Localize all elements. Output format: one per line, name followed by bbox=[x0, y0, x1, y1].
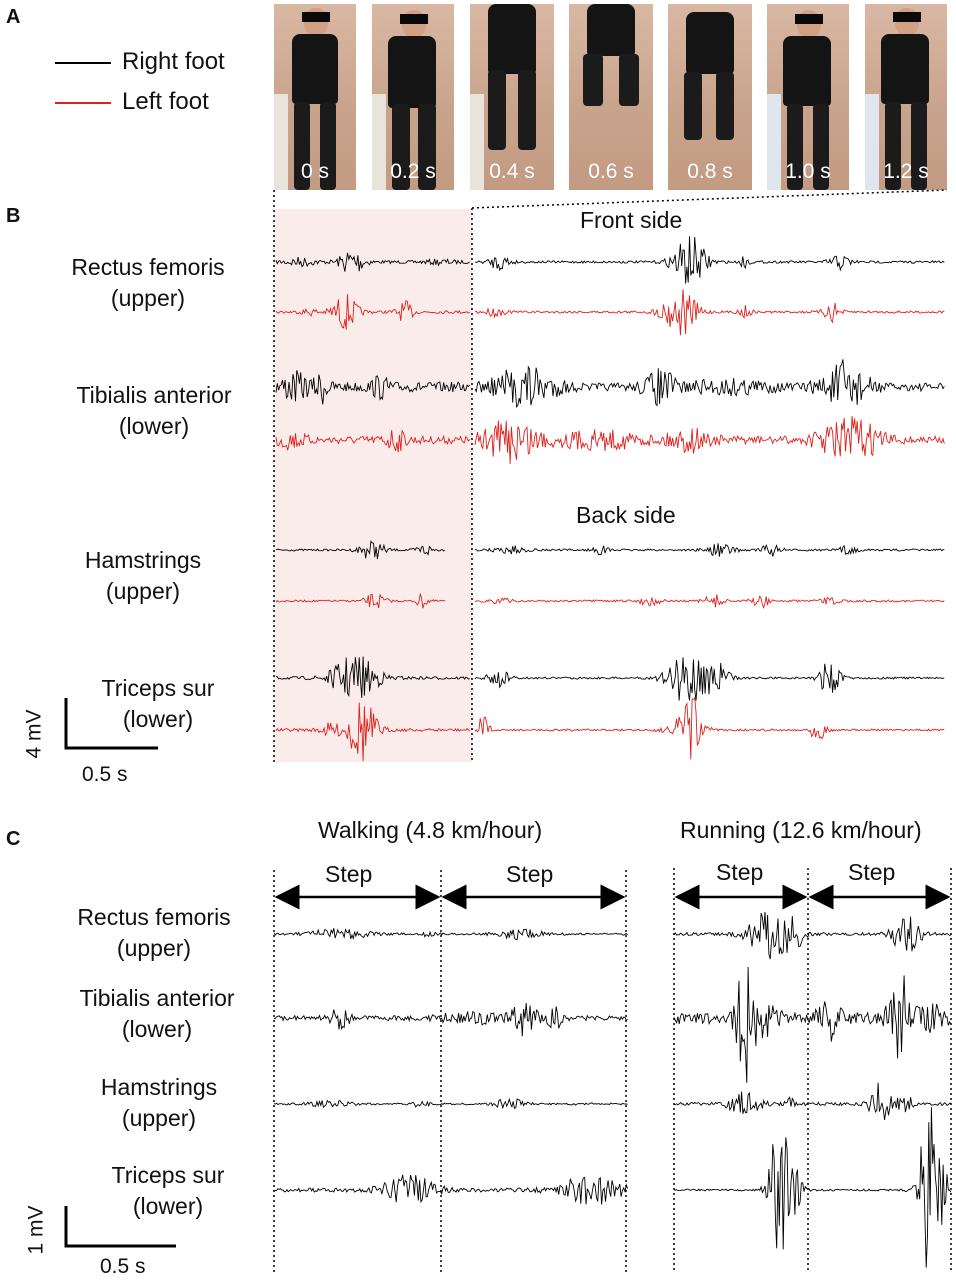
scale-bar-b-lines bbox=[64, 698, 158, 750]
jump-frame-photo-4: 0.8 s bbox=[668, 4, 752, 190]
front-side-label: Front side bbox=[580, 207, 683, 233]
step-label-walk-1: Step bbox=[325, 861, 373, 887]
walking-title: Walking (4.8 km/hour) bbox=[318, 817, 543, 843]
scale-bar-c-time: 0.5 s bbox=[100, 1255, 146, 1278]
frame-time-label: 0.4 s bbox=[489, 160, 535, 183]
muscle-name: Triceps sur bbox=[101, 675, 215, 701]
legend-swatch-left-foot bbox=[55, 102, 111, 104]
legend-label-right-foot: Right foot bbox=[122, 48, 225, 75]
emg-trace-tibialis-anterior-left bbox=[275, 429, 471, 453]
step-label-run-1: Step bbox=[716, 859, 764, 885]
muscle-name: Hamstrings bbox=[84, 547, 202, 573]
frame-time-label: 1.0 s bbox=[785, 160, 831, 183]
run-trace-triceps-sur bbox=[673, 1107, 952, 1268]
frame-time-label: 0.2 s bbox=[390, 160, 436, 183]
jump-frame-photo-0: 0 s bbox=[274, 4, 356, 190]
emg-trace-hamstrings-left-zoom bbox=[474, 594, 945, 609]
emg-trace-triceps-sur-left-zoom bbox=[474, 696, 945, 760]
running-title: Running (12.6 km/hour) bbox=[680, 817, 922, 843]
muscle-position: (upper) bbox=[110, 285, 186, 311]
muscle-name: Rectus femoris bbox=[77, 904, 231, 930]
legend-label-left-foot: Left foot bbox=[122, 88, 209, 115]
muscle-position: (upper) bbox=[105, 578, 181, 604]
muscle-name: Tibialis anterior bbox=[76, 382, 232, 408]
emg-trace-rectus-femoris-right bbox=[275, 252, 470, 272]
run-trace-tibialis-anterior bbox=[673, 966, 952, 1083]
walk-trace-hamstrings bbox=[273, 1097, 628, 1110]
scale-bar-c-lines bbox=[64, 1206, 176, 1248]
emg-trace-tibialis-anterior-left-zoom bbox=[474, 416, 945, 464]
muscle-position: (lower) bbox=[121, 1016, 193, 1042]
emg-trace-rectus-femoris-right-zoom bbox=[474, 236, 945, 284]
emg-trace-hamstrings-right-zoom bbox=[475, 543, 945, 557]
jump-frame-photo-6: 1.2 s bbox=[865, 4, 947, 190]
c-muscle-label-rectus-femoris: Rectus femoris (upper) bbox=[46, 902, 262, 964]
panel-letter-b: B bbox=[6, 205, 21, 227]
walk-trace-triceps-sur bbox=[273, 1174, 629, 1205]
walk-trace-tibialis-anterior bbox=[274, 1003, 628, 1037]
c-muscle-label-tibialis-anterior: Tibialis anterior (lower) bbox=[46, 983, 268, 1045]
emg-trace-triceps-sur-right-zoom bbox=[474, 657, 945, 701]
scale-bar-b-time: 0.5 s bbox=[82, 763, 128, 786]
frame-time-label: 0.8 s bbox=[687, 160, 733, 183]
frame-time-label: 1.2 s bbox=[883, 160, 929, 183]
muscle-label-rectus-femoris: Rectus femoris (upper) bbox=[40, 252, 256, 314]
jump-frame-photo-1: 0.2 s bbox=[372, 4, 454, 190]
panel-letter-a: A bbox=[6, 6, 21, 28]
run-trace-rectus-femoris bbox=[673, 911, 952, 960]
c-muscle-label-triceps-sur: Triceps sur (lower) bbox=[70, 1160, 266, 1222]
emg-trace-triceps-sur-right bbox=[275, 656, 470, 698]
frame-time-label: 0 s bbox=[300, 160, 329, 183]
muscle-label-hamstrings: Hamstrings (upper) bbox=[40, 545, 246, 607]
jump-frame-photo-3: 0.6 s bbox=[569, 4, 653, 190]
emg-trace-hamstrings-right bbox=[276, 540, 446, 560]
emg-trace-rectus-femoris-left bbox=[275, 294, 470, 330]
panel-letter-c: C bbox=[6, 828, 21, 850]
emg-trace-tibialis-anterior-right-zoom bbox=[474, 359, 945, 409]
step-label-run-2: Step bbox=[848, 859, 896, 885]
step-label-walk-2: Step bbox=[506, 861, 554, 887]
muscle-label-triceps-sur: Triceps sur (lower) bbox=[60, 673, 256, 735]
muscle-position: (lower) bbox=[122, 706, 194, 732]
muscle-position: (lower) bbox=[132, 1193, 204, 1219]
walk-trace-rectus-femoris bbox=[273, 928, 628, 941]
muscle-name: Triceps sur bbox=[111, 1162, 225, 1188]
c-muscle-label-hamstrings: Hamstrings (upper) bbox=[56, 1072, 262, 1134]
back-side-label: Back side bbox=[576, 502, 676, 528]
emg-trace-triceps-sur-left bbox=[275, 702, 471, 762]
muscle-label-tibialis-anterior: Tibialis anterior (lower) bbox=[44, 380, 264, 442]
run-trace-hamstrings bbox=[673, 1082, 951, 1120]
jump-frame-photo-2: 0.4 s bbox=[470, 4, 554, 190]
landing-phase-shade bbox=[274, 209, 472, 762]
emg-trace-tibialis-anterior-right bbox=[275, 370, 471, 405]
muscle-position: (upper) bbox=[116, 935, 192, 961]
emg-trace-rectus-femoris-left-zoom bbox=[474, 289, 945, 336]
jump-frame-photo-5: 1.0 s bbox=[767, 4, 849, 190]
muscle-position: (upper) bbox=[121, 1105, 197, 1131]
muscle-name: Hamstrings bbox=[100, 1074, 218, 1100]
legend-swatch-right-foot bbox=[55, 62, 111, 64]
emg-trace-hamstrings-left bbox=[275, 593, 446, 609]
emg-traces bbox=[273, 236, 952, 1268]
frame-time-label: 0.6 s bbox=[588, 160, 634, 183]
muscle-name: Rectus femoris bbox=[71, 254, 225, 280]
muscle-name: Tibialis anterior bbox=[79, 985, 235, 1011]
muscle-position: (lower) bbox=[118, 413, 190, 439]
guide-line-b-zoom bbox=[471, 189, 948, 209]
